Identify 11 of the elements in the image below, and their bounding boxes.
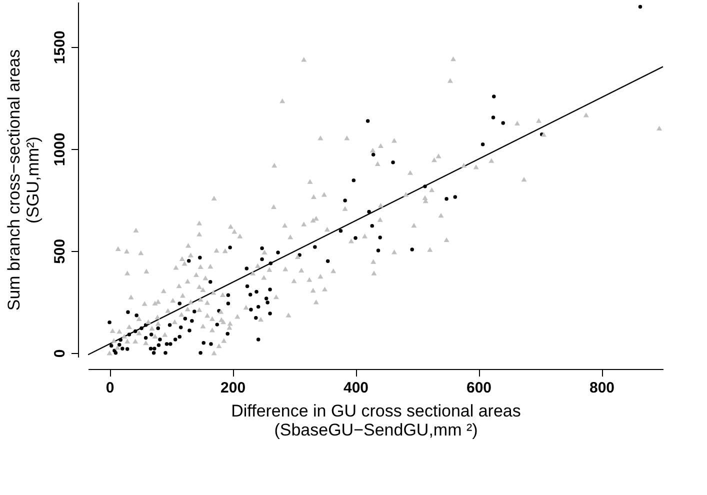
x-axis-title: Difference in GU cross sectional areas (SbaseGU−SendGU,mm ²) [231,402,521,440]
y-tick-label: 0 [52,349,68,358]
x-tick-label: 600 [466,380,492,396]
x-tick-label: 200 [220,380,246,396]
y-tick-label: 1500 [52,30,68,64]
y-axis-title: Sum branch cross−sectional areas (SGU,mm²) [4,49,42,311]
x-tick-label: 800 [589,380,615,396]
x-tick-label: 400 [344,380,369,396]
y-tick-label: 500 [52,238,68,264]
y-tick-label: 1000 [52,132,68,166]
x-tick-label: 0 [106,380,114,396]
